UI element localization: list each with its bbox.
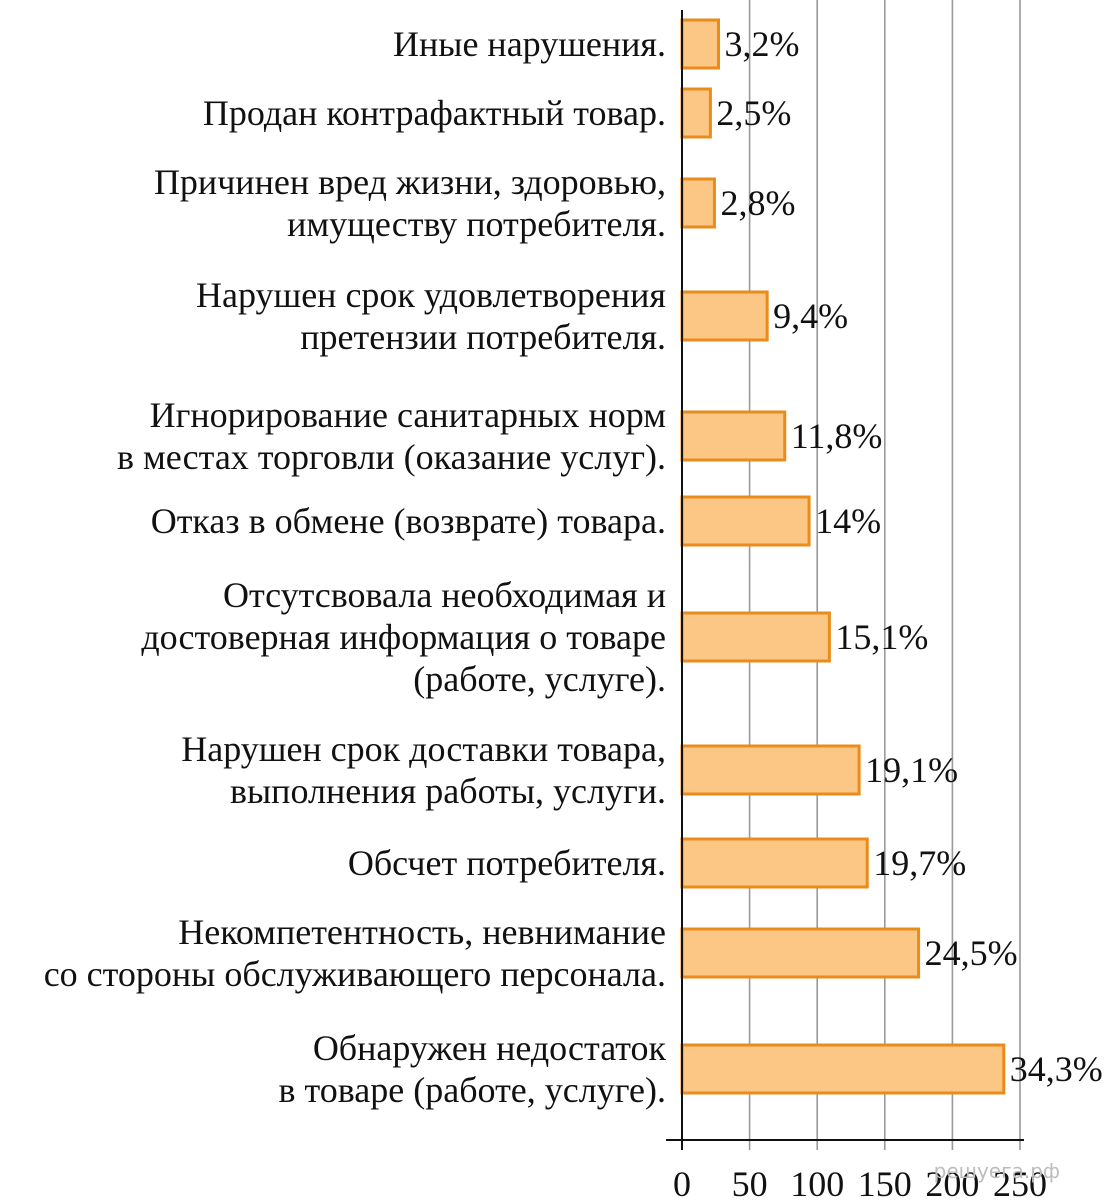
x-tick-label: 50: [732, 1164, 768, 1200]
data-label: 3,2%: [725, 24, 800, 64]
category-label-line: Отказ в обмене (возврате) товара.: [151, 501, 666, 541]
category-label-line: в местах торговли (оказание услуг).: [117, 437, 666, 477]
x-tick-label: 250: [993, 1164, 1047, 1200]
category-label-line: Некомпетентность, невнимание: [178, 912, 666, 952]
x-tick-label: 100: [790, 1164, 844, 1200]
tick-labels: 0 50 100 150 200 250: [673, 1164, 1047, 1200]
category-label: Причинен вред жизни, здоровью, имуществу …: [154, 162, 666, 244]
bar: [680, 87, 712, 139]
category-label: Отказ в обмене (возврате) товара.: [151, 501, 666, 541]
data-label: 19,1%: [865, 750, 958, 790]
category-label: Игнорирование санитарных норм в местах то…: [117, 395, 666, 477]
bar: [680, 1043, 1006, 1095]
category-label-line: (работе, услуге).: [413, 659, 666, 699]
x-tick-label: 150: [858, 1164, 912, 1200]
data-label: 24,5%: [925, 933, 1018, 973]
bar: [680, 611, 831, 663]
bar: [680, 410, 787, 462]
data-label: 19,7%: [873, 843, 966, 883]
data-label: 11,8%: [791, 416, 883, 456]
category-label-line: Игнорирование санитарных норм: [150, 395, 666, 435]
category-label-line: достоверная информация о товаре: [141, 617, 666, 657]
bar: [680, 495, 811, 547]
category-label-line: Нарушен срок доставки товара,: [181, 729, 666, 769]
bar: [680, 177, 716, 229]
data-label: 2,5%: [716, 93, 791, 133]
x-tick-label: 0: [673, 1164, 691, 1200]
category-label-line: со стороны обслуживающего персонала.: [44, 954, 666, 994]
axes: [666, 10, 1024, 1150]
bar: [680, 927, 921, 979]
data-label: 9,4%: [773, 296, 848, 336]
watermark: решуега.рф: [934, 1159, 1060, 1183]
category-label: Отсутсвовала необходимая и достоверная ин…: [141, 575, 666, 699]
data-label: 15,1%: [835, 617, 928, 657]
bar: [680, 837, 869, 889]
category-label-line: Причинен вред жизни, здоровью,: [154, 162, 666, 202]
category-label-line: имуществу потребителя.: [287, 204, 666, 244]
data-label: 14%: [815, 501, 881, 541]
x-tick-label: 200: [925, 1164, 979, 1200]
category-label: Иные нарушения.: [393, 24, 666, 64]
bar: [680, 290, 769, 342]
category-label: Продан контрафактный товар.: [203, 93, 666, 133]
category-label-line: Продан контрафактный товар.: [203, 93, 666, 133]
data-labels: 3,2% 2,5% 2,8% 9,4% 11,8% 14% 15,1% 19,1% 19,7% 2…: [716, 24, 1102, 1089]
category-label: Нарушен срок доставки товара, выполнения …: [181, 729, 666, 811]
category-label-line: Обнаружен недостаток: [313, 1028, 667, 1068]
category-label: Нарушен срок удовлетворения претензии пот…: [196, 275, 666, 357]
category-label: Обнаружен недостаток в товаре (работе, ус…: [279, 1028, 667, 1110]
category-labels: Иные нарушения. Продан контрафактный това…: [44, 24, 667, 1110]
category-label-line: Отсутсвовала необходимая и: [223, 575, 666, 615]
category-label-line: выполнения работы, услуги.: [230, 771, 666, 811]
category-label-line: Нарушен срок удовлетворения: [196, 275, 666, 315]
category-label-line: в товаре (работе, услуге).: [279, 1070, 666, 1110]
category-label: Обсчет потребителя.: [348, 843, 666, 883]
bar: [680, 18, 721, 70]
bar: [680, 744, 861, 796]
category-label-line: Иные нарушения.: [393, 24, 666, 64]
category-label: Некомпетентность, невнимание со стороны о…: [44, 912, 666, 994]
bars: [680, 18, 1006, 1095]
category-label-line: претензии потребителя.: [300, 317, 666, 357]
category-label-line: Обсчет потребителя.: [348, 843, 666, 883]
data-label: 34,3%: [1010, 1049, 1103, 1089]
data-label: 2,8%: [720, 183, 795, 223]
